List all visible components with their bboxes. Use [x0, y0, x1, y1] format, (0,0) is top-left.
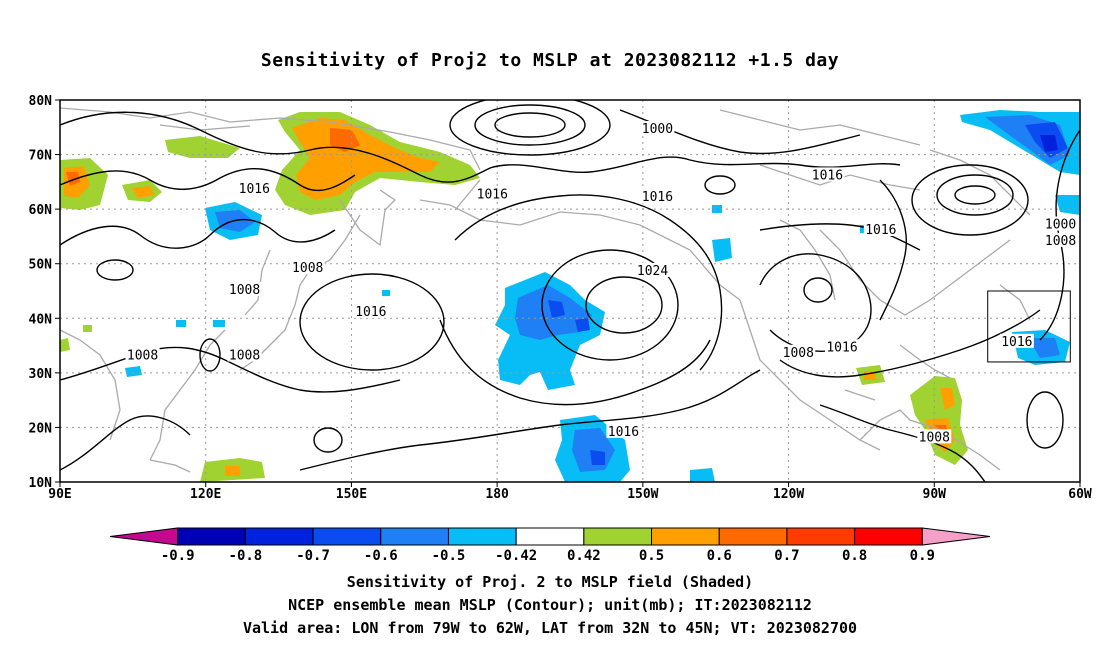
contour-label-bg	[825, 339, 859, 354]
colorbar-tri-right	[921, 527, 991, 546]
colorbar-label: 0.7	[774, 548, 799, 564]
lon-tick-label: 150W	[627, 487, 658, 502]
figure-title: Sensitivity of Proj2 to MSLP at 20230821…	[260, 50, 840, 71]
colorbar: -0.9 -0.8 -0.7 -0.6 -0.5 -0.42 0.42 0.5 0.6 0.7 0.…	[109, 527, 991, 564]
colorbar-label: -0.42	[495, 548, 537, 564]
contour-label: 1008	[783, 346, 814, 361]
colorbar-label: 0.42	[567, 548, 601, 564]
colorbar-box	[312, 527, 382, 546]
contour-label-bg	[227, 282, 262, 296]
valid-area-box	[987, 290, 1071, 363]
contour-label: 1016	[477, 188, 508, 203]
contour-label: 1008	[919, 430, 950, 445]
lon-tick-label: 180	[485, 487, 509, 502]
colorbar-box	[854, 527, 923, 546]
lon-tick-label: 120W	[773, 487, 804, 502]
lat-tick-label: 80N	[29, 94, 53, 109]
mslp-contours	[60, 100, 1080, 482]
contour-label-bg	[781, 344, 816, 359]
colorbar-label: 0.9	[910, 548, 935, 564]
contour-label: 1016	[608, 425, 639, 440]
caption-line-1: Sensitivity of Proj. 2 to MSLP field (Sh…	[346, 573, 754, 591]
contour-label-bg	[606, 423, 641, 438]
contour-label: 1016	[865, 223, 896, 238]
map-axes: 10N 20N 30N 40N 50N 60N 70N 80N 90E 120E 150E 180 15…	[29, 94, 1092, 502]
colorbar-label: -0.5	[432, 548, 466, 564]
contour-label-bg	[125, 347, 160, 362]
contour-label-bg	[917, 429, 952, 444]
contour-label-bg	[227, 347, 262, 362]
contour-label-bg	[1043, 232, 1078, 247]
colorbar-label: 0.6	[707, 548, 732, 564]
colorbar-box	[244, 527, 314, 546]
contour-label-bg	[290, 260, 325, 275]
colorbar-label: 0.8	[842, 548, 867, 564]
contour-label-bg	[635, 262, 670, 277]
contour-label: 1000	[1045, 218, 1076, 233]
contour-label: 1016	[812, 168, 843, 183]
lon-tick-label: 150E	[336, 487, 367, 502]
contour-label-bg	[810, 167, 845, 182]
contour-label-bg	[640, 189, 675, 204]
lon-tick-label: 120E	[190, 487, 221, 502]
colorbar-box	[380, 527, 449, 546]
colorbar-label: 0.5	[639, 548, 664, 564]
shade-orange-band	[292, 118, 440, 200]
colorbar-box	[786, 527, 856, 546]
lon-tick-label: 90E	[48, 487, 71, 502]
contour-label: 1016	[642, 190, 673, 205]
colorbar-tri-left	[109, 527, 179, 546]
colorbar-label: -0.7	[296, 548, 330, 564]
colorbar-box	[177, 527, 246, 546]
sensitivity-shading	[60, 110, 1080, 482]
contour-label: 1008	[127, 348, 158, 363]
lon-tick-label: 90W	[923, 487, 947, 502]
lat-tick-label: 60N	[29, 203, 53, 218]
caption-line-2: NCEP ensemble mean MSLP (Contour); unit(…	[288, 596, 812, 614]
map-frame	[59, 99, 1081, 483]
contour-label: 1008	[229, 348, 260, 363]
contour-label: 1016	[826, 340, 857, 355]
contour-label: 1016	[355, 305, 386, 320]
colorbar-label: -0.6	[364, 548, 398, 564]
lat-tick-label: 50N	[29, 258, 53, 273]
lat-tick-label: 30N	[29, 367, 53, 382]
colorbar-box	[651, 527, 720, 546]
colorbar-label: -0.8	[229, 548, 263, 564]
contour-label-bg	[237, 181, 272, 196]
contour-label-bg	[1043, 216, 1078, 231]
contour-label-bg	[640, 121, 675, 136]
contour-label-bg	[475, 186, 510, 201]
colorbar-box	[583, 527, 653, 546]
contour-label: 1008	[292, 261, 323, 276]
lat-tick-label: 20N	[29, 421, 53, 436]
contour-label-bg	[863, 221, 898, 236]
contour-label: 1016	[239, 182, 270, 197]
lat-tick-label: 70N	[29, 149, 53, 164]
contour-label: 1000	[642, 122, 673, 137]
contour-label: 1008	[229, 283, 260, 298]
caption-line-3: Valid area: LON from 79W to 62W, LAT fro…	[242, 619, 858, 637]
contour-label: 1008	[1045, 234, 1076, 249]
lat-tick-label: 40N	[29, 312, 53, 327]
colorbar-label: -0.9	[161, 548, 195, 564]
contour-label-bg	[999, 333, 1034, 348]
colorbar-box	[515, 527, 585, 546]
contour-label: 1016	[1001, 335, 1032, 350]
lat-tick-label: 10N	[29, 476, 53, 491]
colorbar-box	[447, 527, 517, 546]
contour-label-bg	[353, 303, 388, 318]
contour-label: 1024	[637, 264, 668, 279]
colorbar-box	[718, 527, 788, 546]
lon-tick-label: 60W	[1068, 487, 1092, 502]
